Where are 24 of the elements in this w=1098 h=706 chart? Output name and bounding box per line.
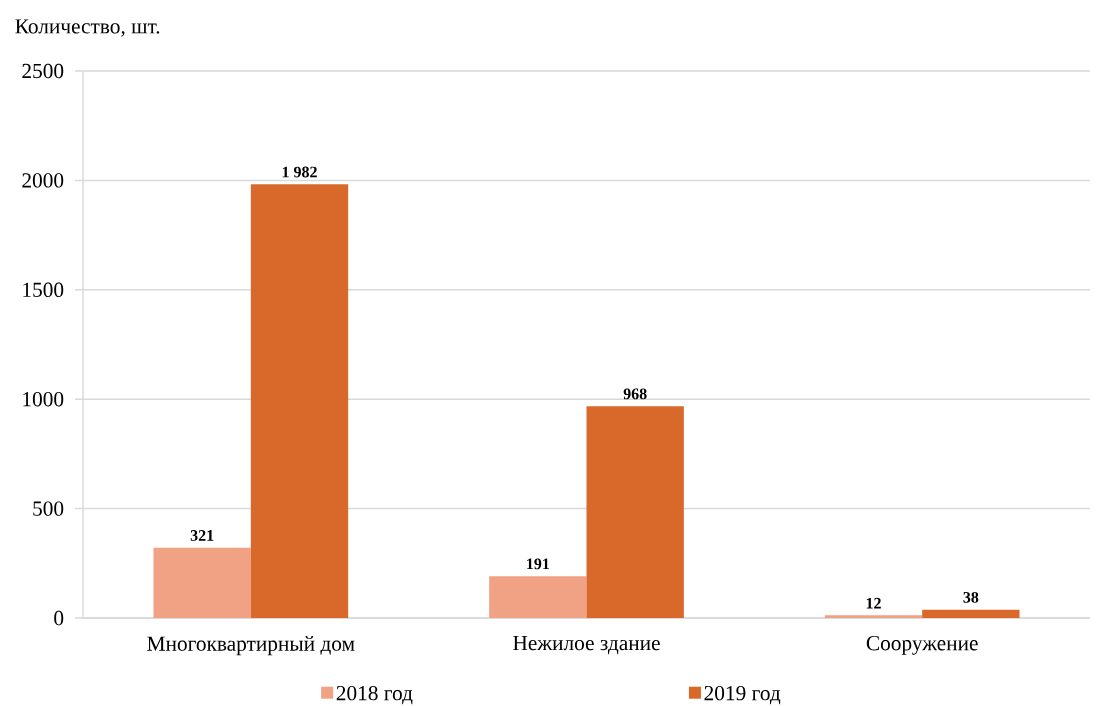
bar [489, 576, 587, 618]
bar [824, 615, 923, 618]
y-tick-label: 1000 [23, 392, 64, 407]
x-tick-label: Сооружение [866, 636, 978, 655]
y-tick-label: 0 [54, 610, 64, 626]
bar [153, 547, 251, 618]
x-tick-label: Нежилое здание [513, 636, 660, 655]
y-tick-label: 500 [33, 501, 64, 516]
bar [922, 609, 1020, 618]
data-label: 1 982 [282, 166, 317, 178]
data-label: 968 [623, 388, 647, 400]
y-tick-label: 2000 [22, 173, 64, 188]
data-label: 191 [527, 558, 550, 570]
bar [250, 184, 349, 618]
y-axis-title: Количество, шт. [15, 19, 160, 37]
x-tick-label: Многоквартирный дом [147, 636, 355, 656]
bar [586, 406, 684, 618]
data-label: 38 [963, 591, 979, 603]
data-label: 321 [190, 530, 214, 541]
y-tick-label: 2500 [22, 63, 64, 79]
y-tick-label: 1500 [23, 282, 64, 297]
legend-label: 2019 год [704, 685, 781, 705]
legend-label: 2018 год [336, 685, 413, 705]
data-label: 12 [866, 597, 881, 609]
